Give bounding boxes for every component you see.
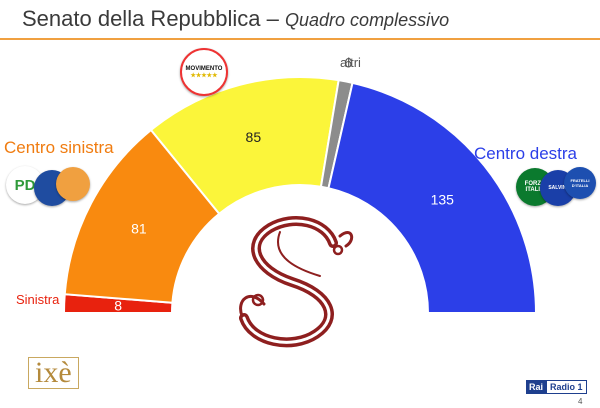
label-centro-sinistra: Centro sinistra	[4, 138, 114, 157]
lega-logo-text: SALVINI	[548, 185, 568, 191]
value-label-sinistra: 8	[114, 298, 122, 314]
title-underline	[0, 38, 600, 40]
insieme-logo-icon	[56, 167, 90, 201]
value-label-centro-destra: 135	[431, 192, 455, 208]
value-label-m5s: 85	[246, 129, 262, 145]
fdi-logo: FRATELLI D'ITALIA	[564, 167, 596, 199]
chart-segments	[62, 76, 538, 314]
label-sinistra: Sinistra	[16, 292, 60, 307]
page-number: 4	[578, 397, 583, 406]
label-altri: altri	[340, 55, 361, 70]
label-centro-destra: Centro destra	[474, 144, 578, 163]
title-subtitle: Quadro complessivo	[285, 10, 450, 30]
fdi-logo-text: FRATELLI D'ITALIA	[570, 178, 590, 188]
title-separator: –	[266, 6, 279, 31]
chart-value-labels: 8 81 85 6 135	[114, 55, 454, 314]
fi-logo-text: FORZA ITALIA	[524, 181, 546, 193]
ixe-logo: ixè	[28, 357, 79, 389]
radio1-logo-text: Radio 1	[546, 380, 587, 394]
rai-radio1-logo: Rai Radio 1	[526, 378, 587, 396]
title-main: Senato della Repubblica	[22, 6, 261, 31]
segment-centro-destra	[327, 81, 538, 314]
m5s-logo: MOVIMENTO ★★★★★	[180, 48, 228, 96]
pd-logo-text: PD	[14, 176, 36, 194]
rai-logo-text: Rai	[526, 380, 547, 394]
page-title: Senato della Repubblica – Quadro comples…	[22, 6, 449, 32]
value-label-centro-sinistra: 81	[131, 220, 147, 236]
m5s-logo-text: MOVIMENTO	[185, 65, 223, 72]
value-label-altri: 6	[344, 55, 352, 71]
m5s-logo-stars: ★★★★★	[190, 72, 218, 79]
senate-emblem-icon	[239, 216, 354, 348]
